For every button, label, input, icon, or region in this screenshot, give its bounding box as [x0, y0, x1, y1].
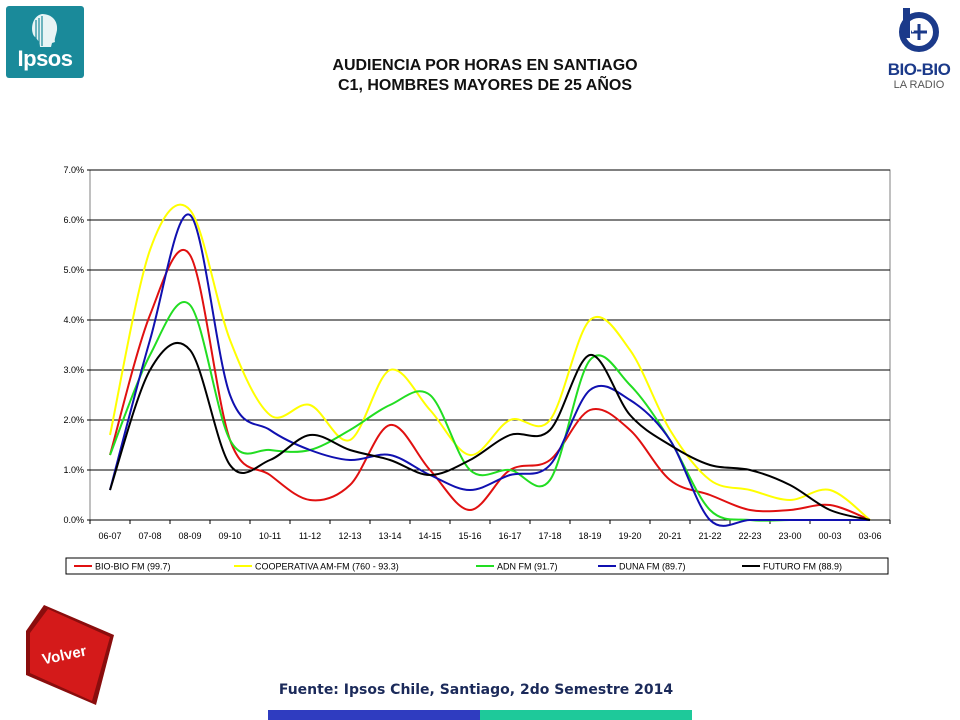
x-tick-label: 17-18 — [538, 531, 561, 541]
legend-label: COOPERATIVA AM-FM (760 - 93.3) — [255, 562, 399, 572]
y-tick-label: 4.0% — [63, 315, 84, 325]
x-tick-label: 14-15 — [418, 531, 441, 541]
ipsos-face-icon — [32, 14, 58, 47]
x-tick-label: 16-17 — [498, 531, 521, 541]
x-tick-label: 23-00 — [778, 531, 801, 541]
volver-button[interactable]: Volver — [26, 605, 114, 705]
x-tick-label: 08-09 — [178, 531, 201, 541]
series-line-3 — [109, 213, 870, 527]
legend-label: FUTURO FM (88.9) — [763, 562, 842, 572]
volver-shape-icon — [26, 605, 114, 705]
source-note: Fuente: Ipsos Chile, Santiago, 2do Semes… — [278, 682, 674, 698]
x-tick-label: 13-14 — [378, 531, 401, 541]
biobio-emblem-icon — [899, 8, 939, 52]
biobio-logo-subtext: LA RADIO — [893, 79, 945, 91]
x-tick-label: 12-13 — [338, 531, 361, 541]
biobio-logo-text: BIO-BIO — [887, 60, 951, 79]
x-tick-label: 15-16 — [458, 531, 481, 541]
y-tick-label: 2.0% — [63, 415, 84, 425]
series-line-1 — [109, 203, 871, 521]
y-tick-label: 0.0% — [63, 515, 84, 525]
x-tick-label: 09-10 — [218, 531, 241, 541]
x-tick-label: 03-06 — [858, 531, 881, 541]
x-tick-label: 22-23 — [738, 531, 761, 541]
x-tick-label: 20-21 — [658, 531, 681, 541]
footer-bar-blue — [268, 710, 480, 720]
x-tick-label: 18-19 — [578, 531, 601, 541]
series-line-4 — [109, 341, 871, 521]
x-tick-label: 07-08 — [138, 531, 161, 541]
y-tick-label: 3.0% — [63, 365, 84, 375]
footer-bar-teal — [480, 710, 692, 720]
series-line-0 — [109, 248, 871, 521]
chart-title: AUDIENCIA POR HORAS EN SANTIAGO C1, HOMB… — [240, 56, 730, 96]
x-tick-label: 21-22 — [698, 531, 721, 541]
series-line-2 — [109, 301, 870, 522]
y-tick-label: 6.0% — [63, 215, 84, 225]
y-tick-label: 7.0% — [63, 165, 84, 175]
y-tick-label: 1.0% — [63, 465, 84, 475]
legend-label: DUNA FM (89.7) — [619, 562, 686, 572]
x-tick-label: 10-11 — [259, 531, 281, 541]
legend-label: ADN FM (91.7) — [497, 562, 558, 572]
legend-label: BIO-BIO FM (99.7) — [95, 562, 171, 572]
x-tick-label: 06-07 — [98, 531, 121, 541]
x-tick-label: 19-20 — [618, 531, 641, 541]
chart-title-line1: AUDIENCIA POR HORAS EN SANTIAGO — [332, 57, 638, 74]
biobio-logo: BIO-BIO LA RADIO — [884, 6, 954, 102]
x-tick-label: 00-03 — [818, 531, 841, 541]
y-tick-label: 5.0% — [63, 265, 84, 275]
x-tick-label: 11-12 — [299, 531, 321, 541]
ipsos-logo-text: Ipsos — [17, 46, 73, 71]
ipsos-logo: Ipsos — [6, 6, 84, 78]
chart-title-line2: C1, HOMBRES MAYORES DE 25 AÑOS — [338, 77, 632, 94]
